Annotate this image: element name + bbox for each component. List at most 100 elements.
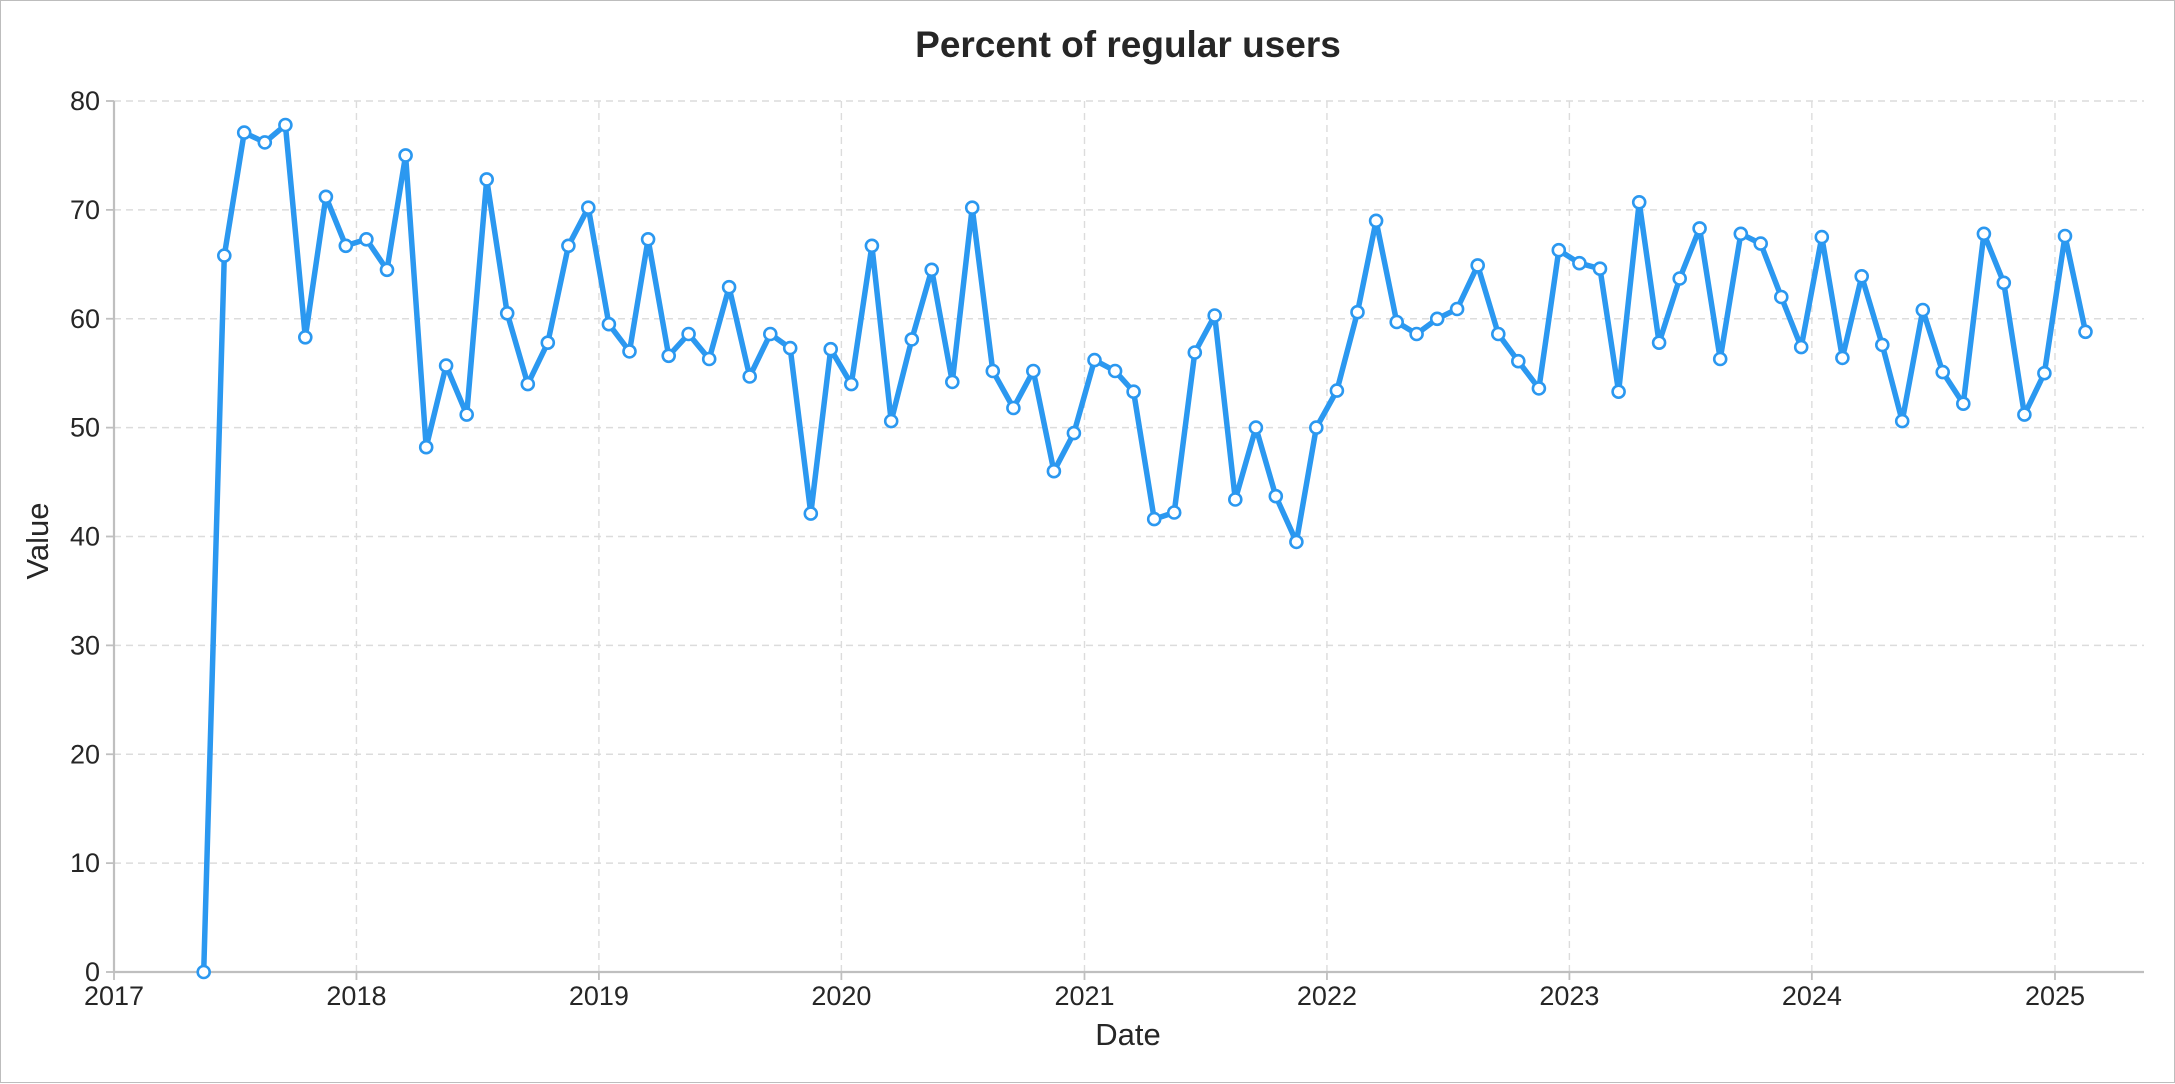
data-point [1470, 258, 1485, 273]
data-point [1146, 511, 1162, 527]
data-point [1733, 226, 1749, 242]
data-point [257, 135, 273, 150]
data-point [864, 238, 880, 254]
data-point [1631, 195, 1647, 210]
data-point [1915, 302, 1931, 318]
data-point [1228, 492, 1243, 507]
data-point [681, 326, 696, 342]
data-point [520, 376, 536, 392]
data-point [318, 189, 334, 205]
data-point [2017, 407, 2032, 422]
data-point [379, 262, 395, 278]
data-point [904, 332, 920, 347]
data-point [1289, 534, 1304, 550]
data-point [1551, 242, 1567, 258]
x-tick-label: 2022 [1297, 981, 1357, 1011]
data-point [561, 238, 576, 254]
data-point [622, 344, 637, 359]
data-point [418, 439, 434, 455]
y-tick-label: 10 [70, 848, 100, 878]
data-point [661, 348, 677, 364]
data-point [217, 248, 232, 263]
data-point [1572, 255, 1587, 271]
data-point [985, 363, 1001, 379]
data-point [1066, 425, 1082, 441]
data-point [236, 125, 252, 140]
data-point [297, 329, 313, 345]
y-tick-label: 80 [70, 86, 100, 116]
y-tick-label: 20 [70, 739, 100, 769]
data-point [782, 340, 798, 356]
data-point [1166, 505, 1182, 520]
data-point [924, 262, 940, 278]
data-point [1592, 261, 1608, 277]
data-point [1651, 335, 1667, 351]
y-tick-label: 50 [70, 413, 100, 443]
data-point [398, 148, 413, 163]
y-tick-label: 60 [70, 304, 100, 334]
data-point [964, 200, 980, 215]
y-tick-label: 30 [70, 630, 100, 660]
data-point [1935, 364, 1950, 380]
data-point [1531, 381, 1547, 396]
data-point [1268, 488, 1284, 504]
data-point [1753, 236, 1768, 251]
data-point [1429, 311, 1445, 327]
data-point [2057, 228, 2073, 244]
data-point [1107, 363, 1123, 379]
data-point [1350, 304, 1365, 320]
data-point [438, 358, 454, 373]
data-point [359, 232, 374, 247]
data-point [1854, 268, 1869, 284]
data-point [601, 316, 617, 332]
series-layer [196, 117, 2093, 980]
data-point [2037, 365, 2052, 381]
data-point [1309, 420, 1324, 435]
axes [106, 100, 2144, 980]
data-point [1511, 353, 1526, 369]
tick-labels: 0 10 20 30 40 50 60 70 80 2017 2018 2019 2020 2021 202… [70, 86, 2085, 1011]
data-point [278, 117, 293, 133]
data-point [1207, 308, 1222, 323]
data-point [1449, 301, 1465, 317]
data-point [1996, 275, 2012, 291]
data-point [762, 326, 778, 342]
data-point [1087, 352, 1102, 368]
x-tick-label: 2019 [569, 981, 629, 1011]
data-point [1046, 463, 1062, 479]
data-point [701, 351, 717, 367]
data-point [1409, 326, 1424, 342]
data-point [196, 964, 211, 980]
data-point [1006, 400, 1021, 416]
x-tick-label: 2017 [84, 981, 144, 1011]
data-point [843, 376, 859, 392]
y-tick-label: 0 [85, 957, 100, 987]
series-line [200, 122, 2089, 975]
data-point [338, 238, 354, 254]
x-tick-label: 2024 [1782, 981, 1842, 1011]
data-point [479, 172, 495, 187]
data-point [1692, 221, 1707, 236]
data-point [823, 341, 839, 357]
data-point [459, 407, 475, 422]
x-tick-label: 2025 [2025, 981, 2085, 1011]
data-point [883, 413, 899, 429]
data-point [742, 369, 758, 384]
data-point [1712, 351, 1728, 367]
x-tick-label: 2018 [326, 981, 386, 1011]
y-axis-label: Value [20, 503, 55, 580]
x-tick-label: 2021 [1054, 981, 1114, 1011]
data-point [803, 506, 819, 521]
data-point [1875, 337, 1890, 353]
x-tick-label: 2020 [811, 981, 871, 1011]
data-point [1329, 383, 1345, 398]
data-point [1491, 326, 1506, 342]
data-point [499, 305, 515, 321]
data-point [1956, 396, 1971, 412]
data-point [1835, 350, 1850, 366]
y-tick-label: 70 [70, 195, 100, 225]
data-point [580, 200, 596, 215]
data-point [1894, 413, 1910, 429]
